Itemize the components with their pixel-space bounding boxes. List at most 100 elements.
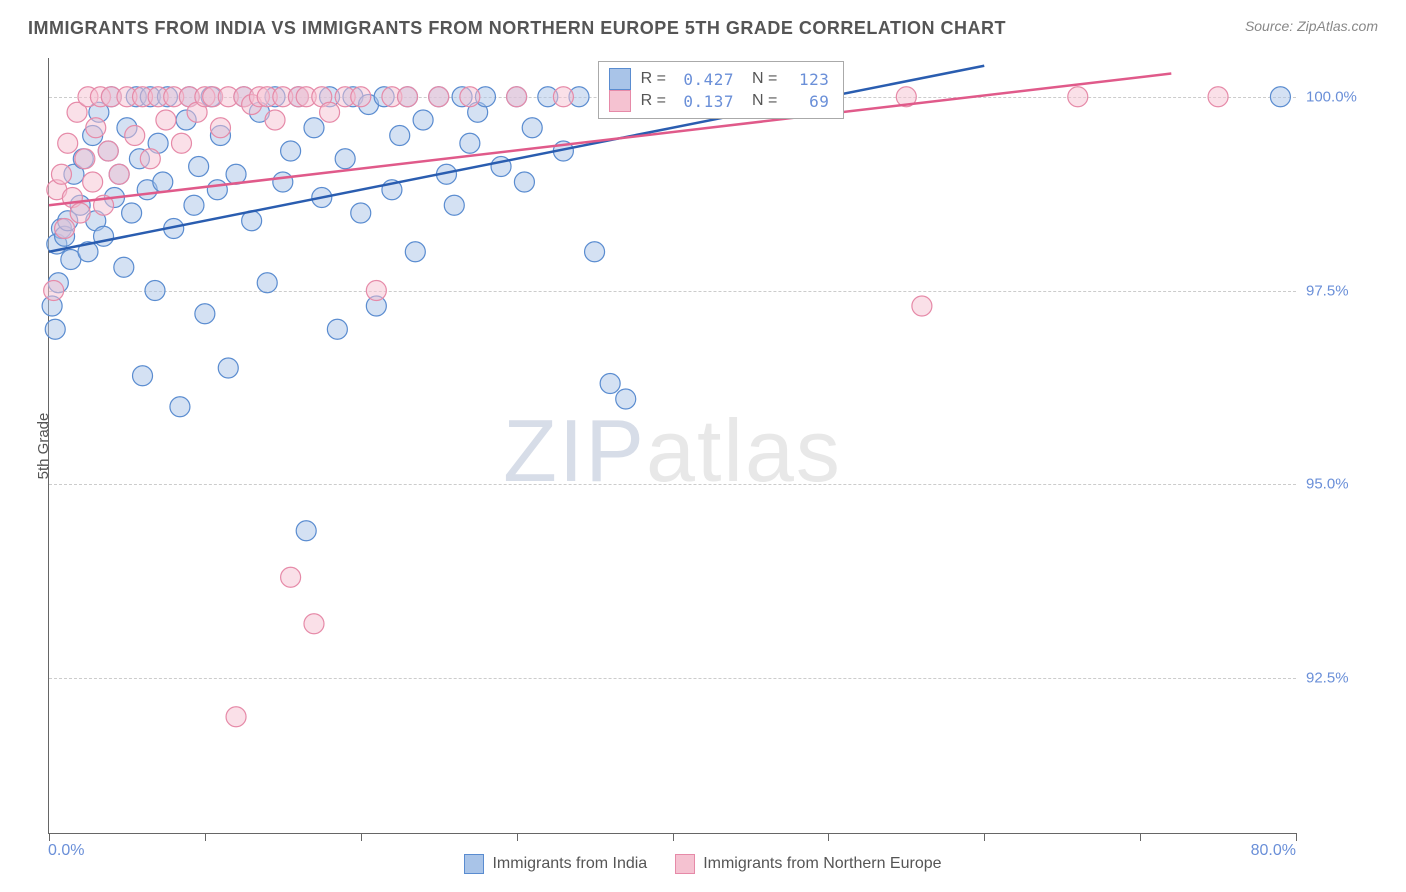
scatter-point xyxy=(366,281,386,301)
y-tick-label: 92.5% xyxy=(1306,670,1386,687)
scatter-point xyxy=(195,304,215,324)
scatter-point xyxy=(912,296,932,316)
chart-header: IMMIGRANTS FROM INDIA VS IMMIGRANTS FROM… xyxy=(0,0,1406,47)
scatter-point xyxy=(98,141,118,161)
scatter-point xyxy=(122,203,142,223)
scatter-point xyxy=(145,281,165,301)
scatter-point xyxy=(171,133,191,153)
scatter-point xyxy=(304,118,324,138)
scatter-point xyxy=(75,149,95,169)
scatter-point xyxy=(616,389,636,409)
scatter-point xyxy=(327,319,347,339)
scatter-point xyxy=(460,133,480,153)
x-tick xyxy=(1140,833,1141,841)
x-tick xyxy=(517,833,518,841)
chart-area: ZIPatlas R =0.427N =123R =0.137N =69 92.… xyxy=(48,58,1296,834)
scatter-point xyxy=(351,87,371,107)
scatter-point xyxy=(184,195,204,215)
chart-title: IMMIGRANTS FROM INDIA VS IMMIGRANTS FROM… xyxy=(28,18,1006,39)
scatter-point xyxy=(83,172,103,192)
legend-swatch xyxy=(675,854,695,874)
x-tick xyxy=(361,833,362,841)
x-tick xyxy=(49,833,50,841)
scatter-point xyxy=(156,110,176,130)
scatter-point xyxy=(114,257,134,277)
stat-n-label: N = xyxy=(752,92,777,110)
scatter-point xyxy=(296,521,316,541)
scatter-point xyxy=(70,203,90,223)
stats-box: R = 0.427 N = 123 R = 0.137 N = 69 xyxy=(598,61,845,119)
y-tick-label: 97.5% xyxy=(1306,282,1386,299)
legend-item: Immigrants from India xyxy=(464,854,647,874)
stat-n-value: 123 xyxy=(787,70,829,89)
scatter-point xyxy=(405,242,425,262)
scatter-point xyxy=(140,149,160,169)
legend: Immigrants from India Immigrants from Nor… xyxy=(0,854,1406,874)
stat-n-value: 69 xyxy=(787,92,829,111)
scatter-point xyxy=(133,366,153,386)
series-swatch xyxy=(609,90,631,112)
scatter-point xyxy=(170,397,190,417)
scatter-point xyxy=(553,87,573,107)
scatter-point xyxy=(514,172,534,192)
scatter-point xyxy=(210,118,230,138)
scatter-point xyxy=(153,172,173,192)
scatter-point xyxy=(304,614,324,634)
y-tick-label: 100.0% xyxy=(1306,88,1386,105)
scatter-point xyxy=(55,219,75,239)
scatter-point xyxy=(51,164,71,184)
scatter-point xyxy=(320,102,340,122)
x-tick xyxy=(984,833,985,841)
scatter-point xyxy=(281,567,301,587)
scatter-point xyxy=(413,110,433,130)
series-swatch xyxy=(609,68,631,90)
scatter-point xyxy=(281,141,301,161)
legend-label: Immigrants from India xyxy=(492,855,647,873)
y-tick-label: 95.0% xyxy=(1306,476,1386,493)
scatter-point xyxy=(1208,87,1228,107)
legend-swatch xyxy=(464,854,484,874)
scatter-point xyxy=(265,110,285,130)
plot-svg xyxy=(49,58,1296,833)
scatter-point xyxy=(1270,87,1290,107)
legend-item: Immigrants from Northern Europe xyxy=(675,854,941,874)
stat-r-label: R = xyxy=(641,92,666,110)
scatter-point xyxy=(226,707,246,727)
scatter-point xyxy=(600,374,620,394)
scatter-point xyxy=(507,87,527,107)
scatter-point xyxy=(125,126,145,146)
stat-r-label: R = xyxy=(641,70,666,88)
scatter-point xyxy=(460,87,480,107)
scatter-point xyxy=(444,195,464,215)
scatter-point xyxy=(273,172,293,192)
scatter-point xyxy=(429,87,449,107)
plot-region: ZIPatlas R =0.427N =123R =0.137N =69 92.… xyxy=(48,58,1296,834)
scatter-point xyxy=(1068,87,1088,107)
x-tick xyxy=(673,833,674,841)
scatter-point xyxy=(45,319,65,339)
stat-r-value: 0.427 xyxy=(676,70,734,89)
x-tick xyxy=(1296,833,1297,841)
x-tick xyxy=(205,833,206,841)
scatter-point xyxy=(585,242,605,262)
stat-r-value: 0.137 xyxy=(676,92,734,111)
scatter-point xyxy=(189,157,209,177)
scatter-point xyxy=(58,133,78,153)
stat-n-label: N = xyxy=(752,70,777,88)
scatter-point xyxy=(390,126,410,146)
stats-row: R = 0.137 N = 69 xyxy=(609,90,830,112)
scatter-point xyxy=(398,87,418,107)
scatter-point xyxy=(257,273,277,293)
scatter-point xyxy=(218,358,238,378)
scatter-point xyxy=(335,149,355,169)
x-tick xyxy=(828,833,829,841)
scatter-point xyxy=(109,164,129,184)
scatter-point xyxy=(351,203,371,223)
legend-label: Immigrants from Northern Europe xyxy=(703,855,941,873)
source-attribution: Source: ZipAtlas.com xyxy=(1245,18,1378,34)
scatter-point xyxy=(207,180,227,200)
scatter-point xyxy=(44,281,64,301)
scatter-point xyxy=(522,118,542,138)
stats-row: R = 0.427 N = 123 xyxy=(609,68,830,90)
scatter-point xyxy=(86,118,106,138)
